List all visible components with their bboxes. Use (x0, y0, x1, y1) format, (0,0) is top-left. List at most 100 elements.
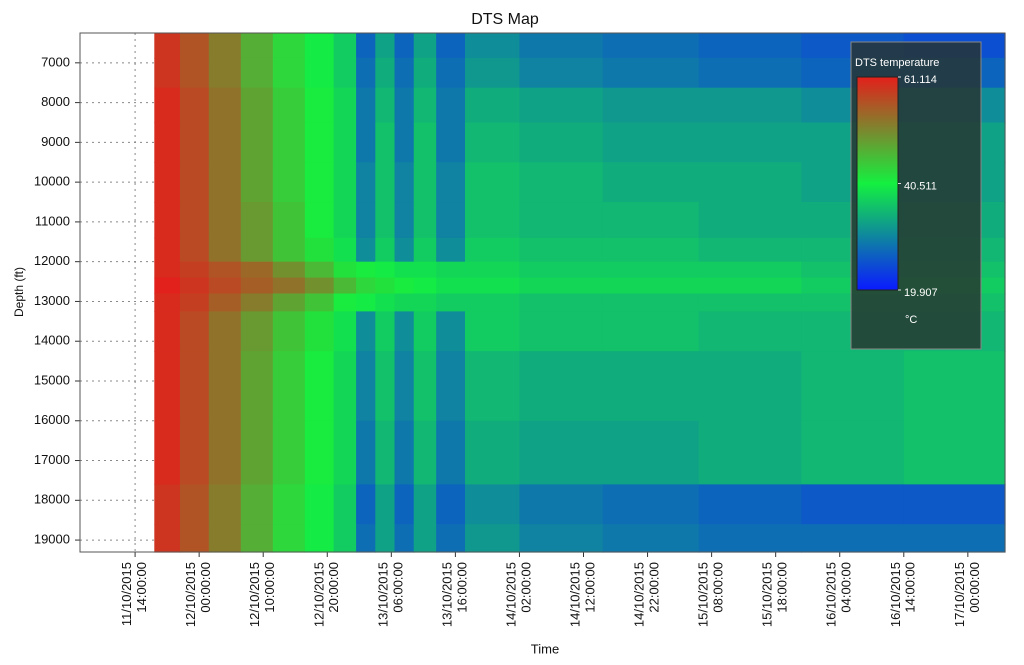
heat-cell (375, 524, 396, 553)
heat-cell (436, 87, 466, 124)
colorbar-label: 19.907 (904, 287, 938, 299)
heat-cell (436, 277, 466, 295)
heat-cell (304, 87, 335, 124)
heat-cell (304, 202, 335, 239)
heat-cell (179, 122, 210, 163)
heat-cell (179, 162, 210, 203)
heat-cell (272, 87, 306, 124)
heat-cell (333, 484, 357, 525)
legend-title: DTS temperature (855, 57, 939, 69)
x-tick-label: 17/10/201500:00:00 (952, 562, 982, 627)
heat-cell (464, 420, 521, 485)
heat-cell (154, 484, 181, 525)
heat-cell (356, 122, 376, 163)
heat-cell (272, 277, 306, 295)
heat-cell (208, 484, 242, 525)
heat-cell (519, 420, 604, 485)
heat-cell (356, 293, 376, 312)
heat-cell (413, 351, 437, 422)
heat-cell (698, 311, 802, 352)
heat-cell (356, 33, 376, 59)
heat-cell (698, 57, 802, 89)
heat-cell (394, 524, 415, 553)
heat-cell (375, 277, 396, 295)
heat-cell (154, 524, 181, 553)
heat-cell (394, 202, 415, 239)
heat-cell (394, 122, 415, 163)
heat-cell (394, 57, 415, 89)
heat-cell (208, 33, 242, 59)
heat-cell (375, 261, 396, 279)
heat-cell (436, 351, 466, 422)
heat-cell (413, 162, 437, 203)
heat-cell (304, 33, 335, 59)
heat-cell (356, 237, 376, 263)
heat-cell (240, 277, 274, 295)
heat-cell (154, 33, 181, 59)
heat-cell (801, 524, 905, 553)
heat-cell (240, 202, 274, 239)
x-tick-label: 16/10/201504:00:00 (824, 562, 854, 627)
heat-cell (154, 87, 181, 124)
heat-cell (464, 351, 521, 422)
heat-cell (413, 33, 437, 59)
y-tick-label: 7000 (41, 54, 70, 69)
heat-cell (154, 311, 181, 352)
heat-cell (436, 420, 466, 485)
heat-cell (375, 484, 396, 525)
heat-cell (304, 293, 335, 312)
x-tick-label: 12/10/201520:00:00 (312, 562, 342, 627)
heat-cell (464, 311, 521, 352)
heat-cell (602, 122, 700, 163)
heat-cell (519, 237, 604, 263)
heat-cell (413, 420, 437, 485)
heat-cell (356, 162, 376, 203)
heat-cell (464, 162, 521, 203)
heat-cell (436, 122, 466, 163)
heat-cell (240, 293, 274, 312)
heat-cell (333, 293, 357, 312)
heat-cell (602, 237, 700, 263)
heat-cell (208, 162, 242, 203)
heat-cell (464, 237, 521, 263)
heat-cell (519, 524, 604, 553)
colorbar-unit: °C (905, 314, 917, 326)
y-tick-label: 13000 (34, 293, 70, 308)
heat-cell (179, 261, 210, 279)
heat-cell (208, 524, 242, 553)
heat-cell (154, 122, 181, 163)
heat-cell (208, 122, 242, 163)
heat-cell (801, 484, 905, 525)
heat-cell (698, 202, 802, 239)
heat-cell (698, 420, 802, 485)
y-tick-label: 11000 (35, 213, 70, 228)
x-tick-label: 14/10/201512:00:00 (568, 562, 598, 627)
heat-cell (240, 87, 274, 124)
heat-cell (464, 277, 521, 295)
heat-cell (272, 162, 306, 203)
heat-cell (356, 524, 376, 553)
heat-cell (464, 87, 521, 124)
heat-cell (272, 122, 306, 163)
heat-cell (208, 351, 242, 422)
y-tick-label: 19000 (34, 532, 70, 547)
heat-cell (208, 293, 242, 312)
heat-cell (304, 524, 335, 553)
heat-cell (272, 420, 306, 485)
y-tick-label: 16000 (34, 412, 70, 427)
heat-cell (519, 293, 604, 312)
heat-cell (394, 311, 415, 352)
heat-cell (903, 524, 1006, 553)
heat-cell (154, 162, 181, 203)
heat-cell (154, 261, 181, 279)
heat-cell (519, 122, 604, 163)
x-tick-label: 13/10/201506:00:00 (376, 562, 406, 627)
y-tick-label: 18000 (34, 492, 70, 507)
heat-cell (375, 351, 396, 422)
heat-cell (698, 33, 802, 59)
heat-cell (179, 87, 210, 124)
heat-cell (208, 277, 242, 295)
heat-cell (208, 202, 242, 239)
heat-cell (413, 87, 437, 124)
heat-cell (333, 202, 357, 239)
